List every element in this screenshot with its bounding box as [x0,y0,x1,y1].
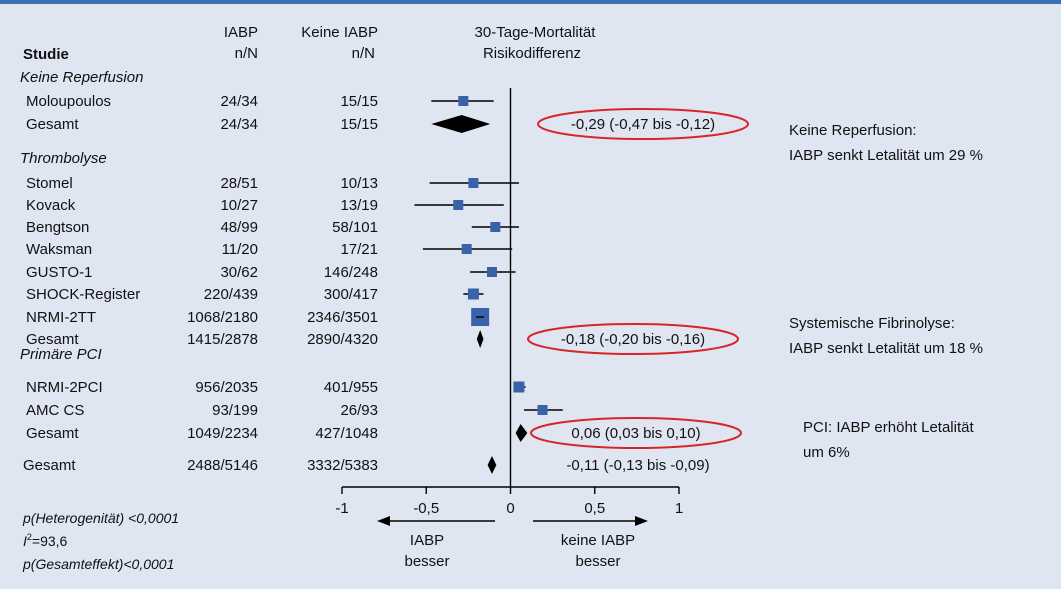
arrow-left-head [377,516,390,526]
header-effect-sub: Risikodifferenz [483,45,581,62]
group-label: Thrombolyse [20,150,107,167]
group-label: Primäre PCI [20,346,102,363]
summary-diamond [515,424,528,442]
no-iabp-count: 26/93 [340,402,378,419]
annotation-line: Systemische Fibrinolyse: [789,315,955,332]
study-estimate-marker [490,222,501,232]
no-iabp-count-overall: 3332/5383 [307,457,378,474]
study-name: NRMI-2TT [26,309,96,326]
study-name: GUSTO-1 [26,264,92,281]
no-iabp-count: 300/417 [324,286,378,303]
annotation-line: um 6% [803,444,850,461]
x-tick-label: -1 [335,500,348,517]
direction-right-line1: keine IABP [561,532,635,549]
study-name: NRMI-2PCI [26,379,103,396]
study-estimate-marker [467,288,479,300]
no-iabp-count: 13/19 [340,197,378,214]
overall-effect-text: p(Gesamteffekt)<0,0001 [22,556,174,572]
study-estimate-marker [513,381,525,393]
no-iabp-count: 17/21 [340,241,378,258]
summary-diamond [476,330,484,348]
overall-diamond [487,456,497,474]
summary-result: -0,29 (-0,47 bis -0,12) [571,116,715,133]
x-tick-label: 0,5 [584,500,605,517]
header-noiabp-sub: n/N [352,45,375,62]
iabp-count: 220/439 [204,286,258,303]
arrow-right-head [635,516,648,526]
study-name-overall: Gesamt [23,457,76,474]
direction-left-line2: besser [404,553,449,570]
iabp-count-overall: 2488/5146 [187,457,258,474]
header-iabp-sub: n/N [235,45,258,62]
no-iabp-count: 401/955 [324,379,378,396]
study-estimate-marker [537,405,548,415]
highlight-ellipse [530,417,742,449]
annotation-line: Keine Reperfusion: [789,122,917,139]
no-iabp-count: 146/248 [324,264,378,281]
study-name: Bengtson [26,219,89,236]
study-name: SHOCK-Register [26,286,140,303]
iabp-count: 48/99 [220,219,258,236]
iabp-count: 1049/2234 [187,425,258,442]
study-name: AMC CS [26,402,84,419]
i2-text: I2=93,6 [23,532,68,549]
annotation-line: IABP senkt Letalität um 18 % [789,340,983,357]
x-tick-label: 0 [506,500,514,517]
summary-result: 0,06 (0,03 bis 0,10) [571,425,700,442]
direction-left-line1: IABP [410,532,444,549]
no-iabp-count: 2346/3501 [307,309,378,326]
i2-superscript: 2 [27,532,32,542]
x-tick-label: 1 [675,500,683,517]
study-name: Moloupoulos [26,93,111,110]
header-effect-title: 30-Tage-Mortalität [475,24,597,41]
iabp-count: 10/27 [220,197,258,214]
no-iabp-count: 15/15 [340,93,378,110]
study-estimate-marker [453,200,464,210]
overall-result: -0,11 (-0,13 bis -0,09) [566,457,709,474]
iabp-count: 93/199 [212,402,258,419]
no-iabp-count: 58/101 [332,219,378,236]
study-name: Gesamt [26,331,79,348]
heterogeneity-text: p(Heterogenität) <0,0001 [22,510,179,526]
top-accent-bar [0,0,1061,4]
x-tick-label: -0,5 [413,500,439,517]
study-estimate-marker [458,96,469,106]
study-name: Stomel [26,175,73,192]
iabp-count: 956/2035 [195,379,258,396]
study-estimate-marker [468,178,479,188]
annotation-line: PCI: IABP erhöht Letalität [803,419,974,436]
i2-value: =93,6 [32,533,68,549]
summary-diamond [431,115,491,133]
iabp-count: 1415/2878 [187,331,258,348]
iabp-count: 11/20 [222,241,258,258]
no-iabp-count: 10/13 [340,175,378,192]
study-name: Gesamt [26,116,79,133]
study-estimate-marker [461,244,472,254]
iabp-count: 1068/2180 [187,309,258,326]
iabp-count: 24/34 [220,93,258,110]
i2-symbol: I [23,533,27,549]
study-name: Gesamt [26,425,79,442]
group-label: Keine Reperfusion [20,69,143,86]
study-estimate-marker [486,267,497,277]
no-iabp-count: 2890/4320 [307,331,378,348]
no-iabp-count: 427/1048 [315,425,378,442]
header-study: Studie [23,46,69,63]
no-iabp-count: 15/15 [340,116,378,133]
study-name: Kovack [26,197,76,214]
iabp-count: 24/34 [220,116,258,133]
summary-result: -0,18 (-0,20 bis -0,16) [561,331,705,348]
iabp-count: 30/62 [220,264,258,281]
direction-right-line2: besser [575,553,620,570]
highlight-ellipse [537,108,749,140]
study-name: Waksman [26,241,92,258]
iabp-count: 28/51 [220,175,258,192]
annotation-line: IABP senkt Letalität um 29 % [789,147,983,164]
highlight-ellipse [527,323,739,355]
header-noiabp-title: Keine IABP [301,24,378,41]
header-iabp-title: IABP [224,24,258,41]
